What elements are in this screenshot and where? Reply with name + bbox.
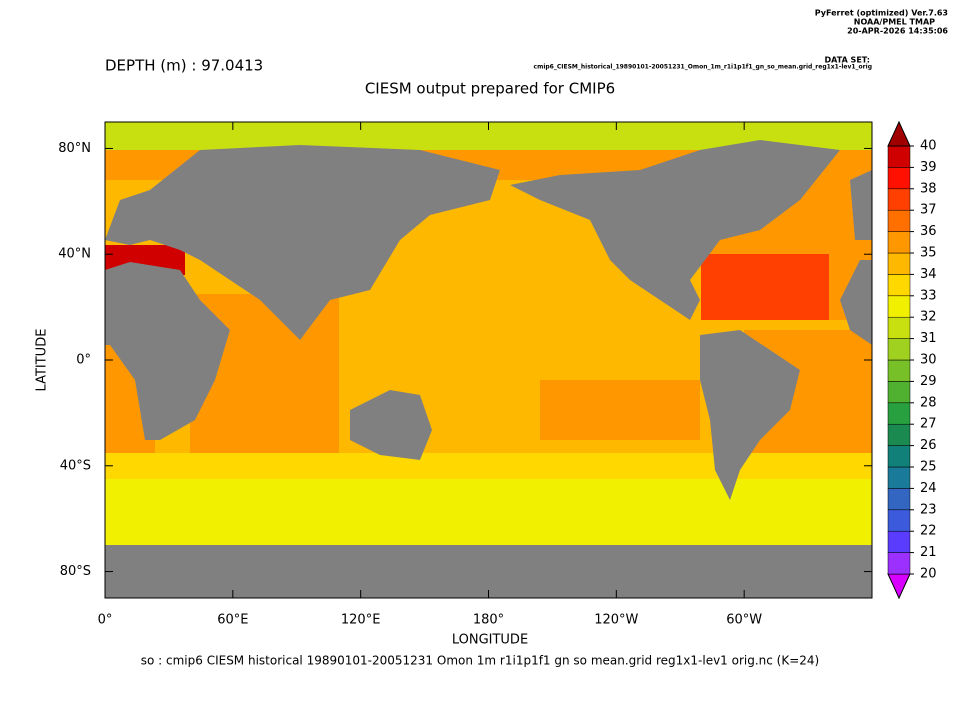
y-tick-label: 40°N [58,247,91,262]
colorbar-bin [887,509,911,532]
dataset: cmip6_CIESM_historical_19890101-20051231… [534,64,872,71]
colorbar-bin [887,209,911,232]
colorbar-label: 40 [920,139,937,154]
y-axis-label: LATITUDE [35,329,50,392]
organization: NOAA/PMEL TMAP [854,18,935,27]
colorbar-bin [887,231,911,254]
colorbar-label: 38 [920,181,937,196]
colorbar-bin [887,530,911,553]
colorbar-label: 26 [920,438,937,453]
colorbar-label: 24 [920,481,937,496]
colorbar-label: 25 [920,460,937,475]
colorbar-high [887,120,911,147]
colorbar-low [887,573,911,600]
y-tick-label: 80°N [58,141,91,156]
title: CIESM output prepared for CMIP6 [365,80,615,98]
colorbar-label: 22 [920,524,937,539]
dataset-label: DATA SET: [825,56,870,65]
colorbar-label: 34 [920,267,937,282]
colorbar-label: 28 [920,395,937,410]
y-tick-label: 40°S [60,458,91,473]
colorbar-label: 36 [920,224,937,239]
colorbar-label: 30 [920,353,937,368]
colorbar-bin [887,552,911,575]
colorbar-bin [887,167,911,190]
colorbar-bin [887,188,911,211]
colorbar-bin [887,145,911,168]
colorbar-label: 39 [920,160,937,175]
colorbar-bin [887,445,911,468]
footer: so : cmip6 CIESM historical 19890101-200… [141,654,820,668]
colorbar-label: 37 [920,203,937,218]
colorbar-bin [887,316,911,339]
colorbar-bin [887,252,911,275]
software: PyFerret (optimized) Ver.7.63 [815,9,948,18]
colorbar-label: 31 [920,331,937,346]
y-tick-label: 80°S [60,564,91,579]
colorbar-bin [887,274,911,297]
x-tick-label: 60°E [217,613,248,628]
colorbar-bin [887,381,911,404]
colorbar-label: 29 [920,374,937,389]
colorbar-bin [887,402,911,425]
x-tick-label: 60°W [726,613,762,628]
colorbar-bin [887,423,911,446]
colorbar-bin [887,338,911,361]
x-tick-label: 180° [473,613,504,628]
colorbar-label: 32 [920,310,937,325]
map-field [104,121,873,599]
colorbar-bin [887,359,911,382]
colorbar-bin [887,295,911,318]
x-tick-label: 120°E [341,613,381,628]
colorbar-label: 35 [920,246,937,261]
colorbar-label: 33 [920,288,937,303]
colorbar-bin [887,488,911,511]
colorbar-label: 23 [920,502,937,517]
colorbar-label: 20 [920,567,937,582]
y-tick-label: 0° [76,353,91,368]
timestamp: 20-APR-2026 14:35:06 [847,27,948,36]
depth: DEPTH (m) : 97.0413 [105,57,263,75]
x-axis-label: LONGITUDE [452,633,528,648]
colorbar-label: 27 [920,417,937,432]
x-tick-label: 120°W [594,613,638,628]
x-tick-label: 0° [98,613,113,628]
colorbar-label: 21 [920,545,937,560]
colorbar-bin [887,466,911,489]
